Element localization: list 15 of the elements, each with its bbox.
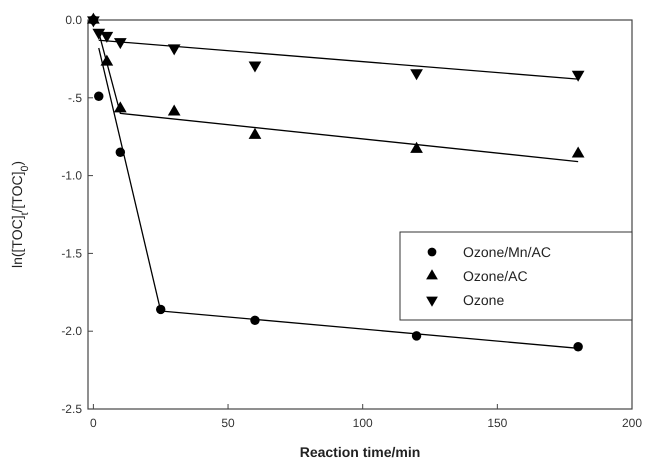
x-tick-label: 200 bbox=[622, 416, 642, 430]
legend-label: Ozone/Mn/AC bbox=[463, 244, 551, 260]
x-tick-label: 50 bbox=[221, 416, 236, 430]
y-tick-label: -2.5 bbox=[61, 402, 82, 416]
legend-label: Ozone/AC bbox=[463, 268, 528, 284]
x-tick-label: 0 bbox=[90, 416, 98, 430]
x-axis-title: Reaction time/min bbox=[300, 444, 420, 460]
y-tick-label: -1.0 bbox=[61, 168, 82, 183]
y-tick-label: 0.0 bbox=[65, 13, 82, 27]
y-tick-label: -1.5 bbox=[61, 246, 82, 260]
x-tick-label: 100 bbox=[352, 416, 374, 430]
y-tick-label: -.5 bbox=[68, 90, 82, 105]
y-tick-label: -2.0 bbox=[61, 324, 82, 338]
legend-label: Ozone bbox=[463, 292, 504, 308]
x-tick-label: 150 bbox=[487, 416, 508, 430]
